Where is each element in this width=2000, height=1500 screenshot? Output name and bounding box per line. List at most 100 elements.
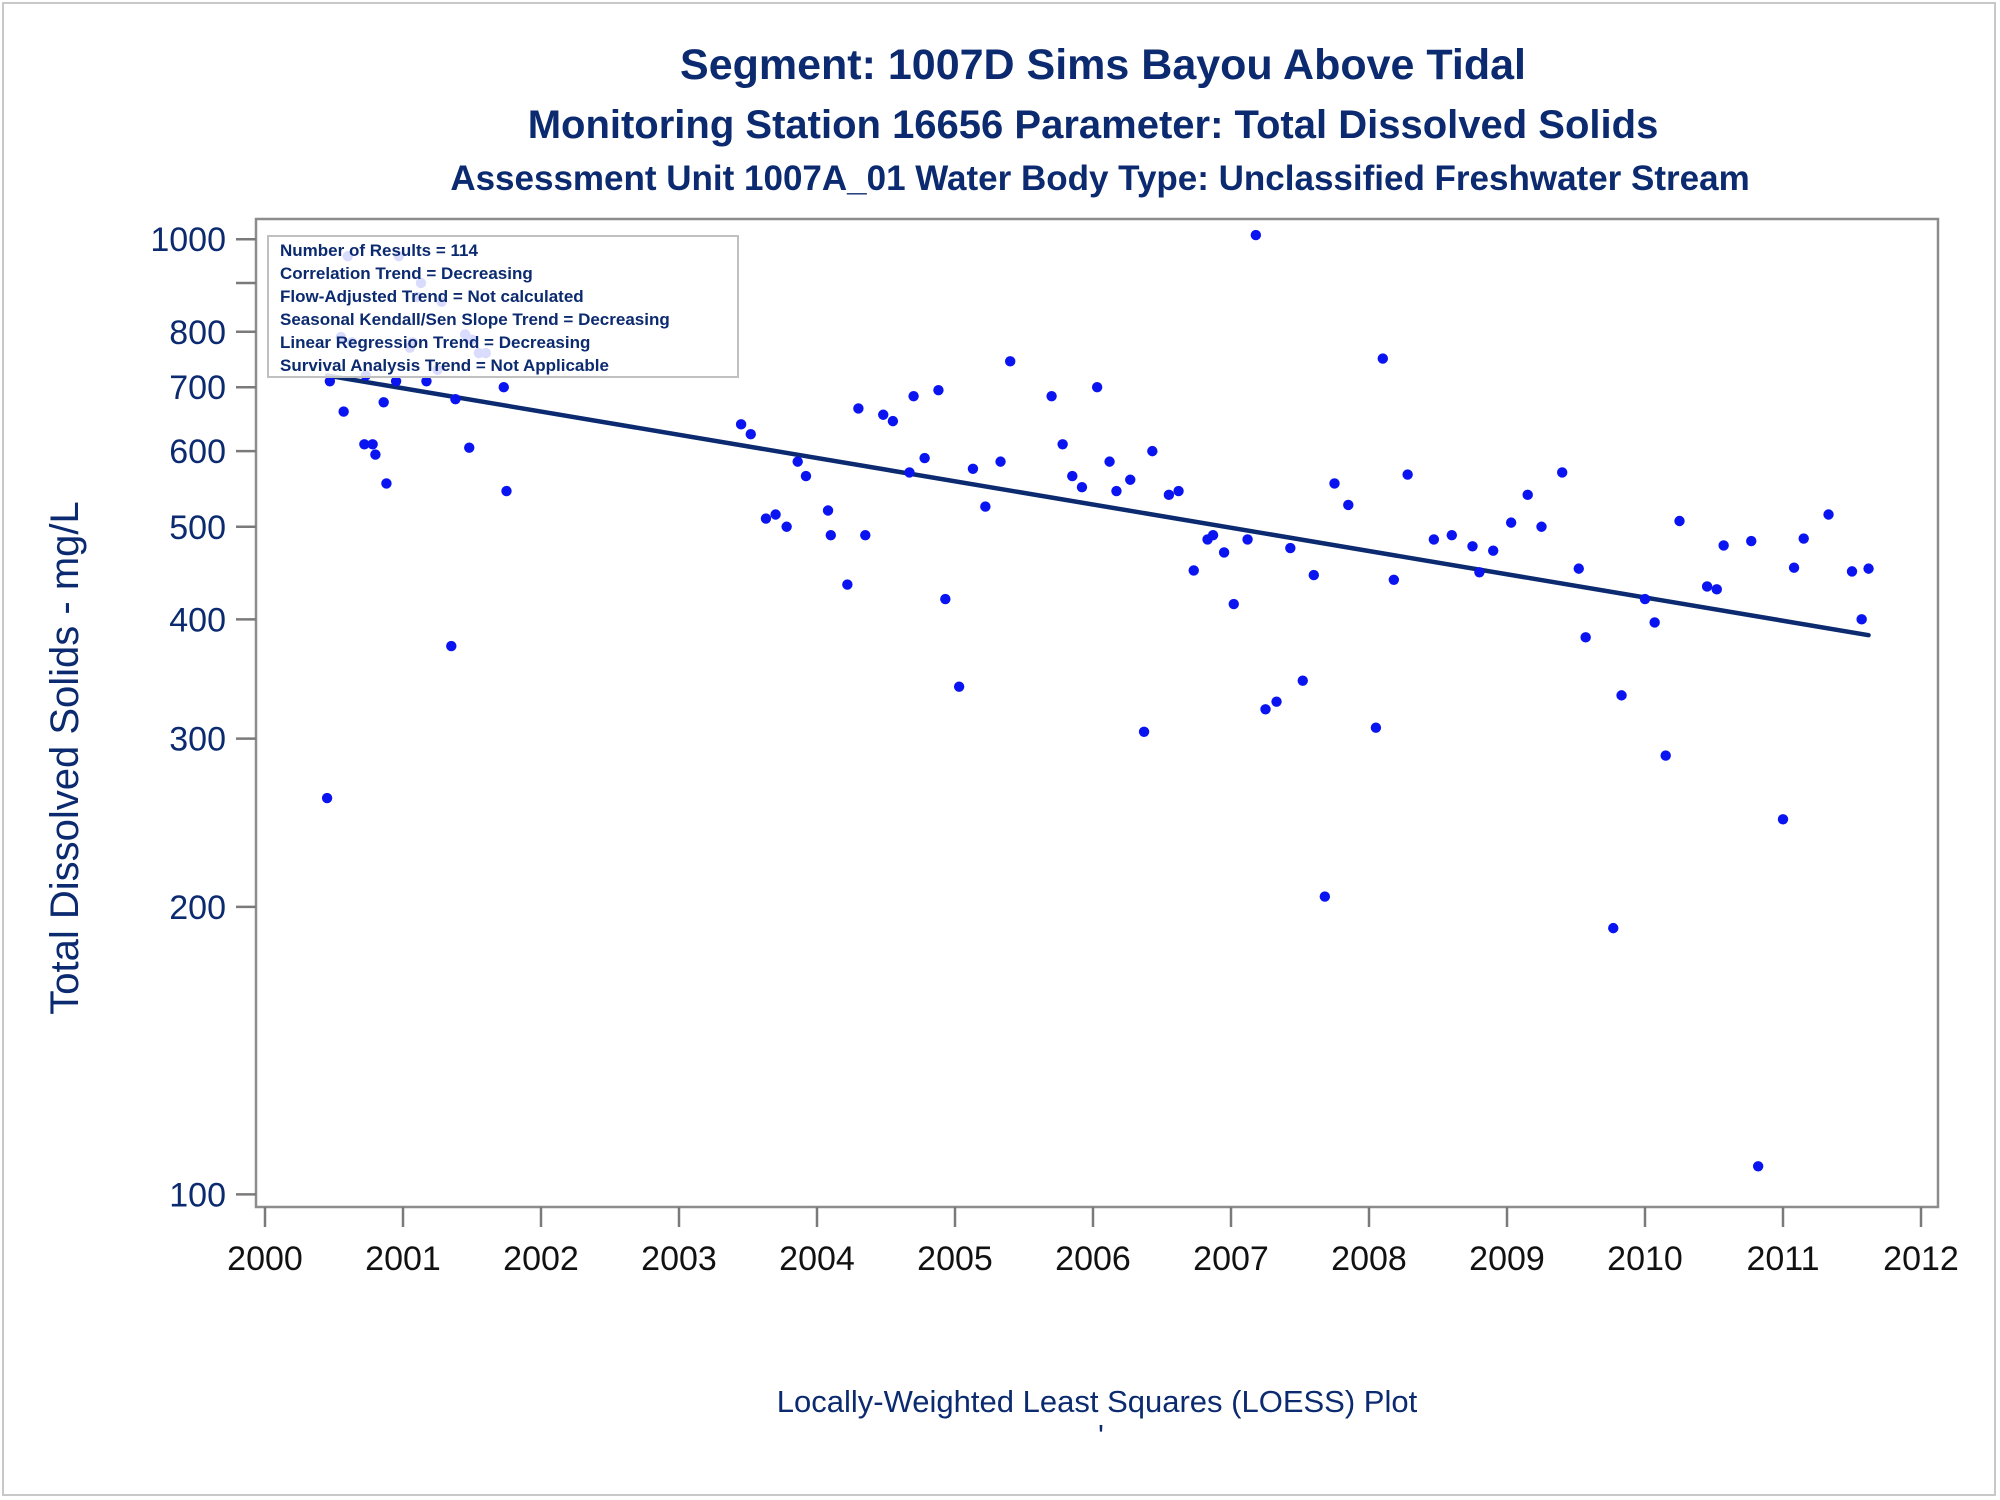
data-point: [1474, 567, 1485, 578]
data-point: [1207, 529, 1219, 541]
x-tick-label: 2009: [1469, 1240, 1545, 1278]
data-point: [338, 406, 349, 417]
x-axis-label: Locally-Weighted Least Squares (LOESS) P…: [777, 1384, 1418, 1419]
data-point: [1329, 478, 1340, 489]
data-point: [1428, 534, 1440, 545]
data-point: [1488, 545, 1499, 556]
x-tick-label: 2000: [227, 1240, 303, 1278]
stat-line: Seasonal Kendall/Sen Slope Trend = Decre…: [280, 310, 670, 329]
data-point: [1297, 675, 1308, 686]
data-point: [1660, 750, 1671, 761]
y-tick-label: 400: [169, 601, 226, 639]
data-point: [770, 509, 781, 520]
data-point: [1271, 696, 1282, 707]
data-point: [878, 409, 889, 420]
data-point: [825, 529, 836, 541]
data-point: [1718, 540, 1729, 551]
data-point: [1163, 489, 1175, 501]
data-point: [792, 456, 803, 467]
data-point: [995, 456, 1006, 467]
data-point: [324, 376, 336, 387]
y-tick-label: 600: [169, 433, 226, 471]
data-point: [1067, 470, 1078, 482]
data-point: [1402, 469, 1413, 480]
data-point: [1319, 891, 1331, 902]
x-tick-label: 2005: [917, 1240, 993, 1278]
data-point: [940, 593, 951, 605]
y-tick-label: 700: [169, 369, 226, 407]
data-point: [367, 439, 378, 450]
data-point: [1711, 584, 1722, 595]
chart-title: Segment: 1007D Sims Bayou Above Tidal: [680, 41, 1526, 89]
y-tick-label: 800: [169, 314, 226, 352]
data-point: [1005, 356, 1016, 367]
data-point: [1218, 547, 1230, 558]
data-point: [498, 381, 509, 393]
x-tick-label: 2006: [1055, 1240, 1131, 1278]
data-point: [359, 439, 370, 450]
data-point: [1649, 617, 1660, 628]
data-point: [1125, 474, 1136, 485]
data-point: [1777, 814, 1789, 825]
y-tick-label: 500: [169, 509, 226, 547]
data-point: [1228, 598, 1239, 610]
stats-box-frame: [267, 235, 739, 378]
data-point: [1111, 485, 1122, 497]
x-tick-label: 2010: [1607, 1240, 1683, 1278]
data-point: [1505, 517, 1517, 528]
data-point: [1616, 690, 1627, 701]
data-point: [1823, 509, 1834, 520]
data-point: [446, 640, 457, 652]
x-tick-label: 2007: [1193, 1240, 1269, 1278]
data-point: [1076, 482, 1088, 493]
y-tick-label: 200: [169, 889, 226, 927]
data-point: [1046, 390, 1057, 402]
data-point: [1370, 722, 1382, 733]
y-axis: 100 200 300 400 500 600 700 800 1000: [150, 221, 256, 1214]
data-point: [1173, 485, 1184, 497]
data-point: [1467, 541, 1478, 552]
data-point: [1863, 563, 1874, 574]
data-point: [1573, 563, 1584, 574]
data-point: [1147, 445, 1158, 457]
stats-box: Number of Results = 114 Correlation Tren…: [267, 235, 739, 378]
data-point: [1536, 521, 1547, 532]
stat-line: Flow-Adjusted Trend = Not calculated: [280, 287, 584, 306]
x-tick-label: 2011: [1746, 1240, 1819, 1278]
data-point: [1260, 704, 1271, 715]
data-point: [842, 579, 853, 590]
data-point: [1343, 499, 1354, 511]
stat-line: Number of Results = 114: [280, 241, 478, 260]
data-point: [904, 467, 915, 478]
x-tick-label: 2002: [503, 1240, 579, 1278]
y-tick-label: 1000: [150, 221, 226, 259]
data-point: [1856, 614, 1867, 625]
data-point: [800, 470, 812, 482]
data-point: [1846, 566, 1858, 577]
data-point: [919, 452, 930, 464]
data-point: [1701, 581, 1713, 592]
data-point: [735, 419, 747, 430]
data-point: [953, 681, 965, 692]
data-point: [1250, 229, 1262, 241]
data-point: [887, 415, 899, 427]
data-point: [933, 384, 944, 396]
stat-line: Survival Analysis Trend = Not Applicable: [280, 356, 609, 375]
data-point: [967, 463, 979, 474]
x-tick-label: 2004: [779, 1240, 855, 1278]
data-point: [1522, 489, 1533, 501]
data-point: [1188, 565, 1199, 576]
footnote-mark: ': [1098, 1418, 1104, 1453]
chart-subtitle-2: Assessment Unit 1007A_01 Water Body Type…: [450, 159, 1749, 198]
data-point: [1104, 456, 1115, 467]
data-point: [1446, 529, 1458, 541]
chart-subtitle: Monitoring Station 16656 Parameter: Tota…: [528, 103, 1659, 147]
data-point: [822, 505, 834, 516]
x-axis: 2000 2001 2002 2003 2004 2005 2006 2007 2008 2009…: [227, 1207, 1959, 1278]
data-point: [501, 485, 512, 497]
y-axis-label: Total Dissolved Solids - mg/L: [43, 501, 87, 1015]
data-point: [450, 394, 461, 405]
data-point: [781, 521, 792, 532]
